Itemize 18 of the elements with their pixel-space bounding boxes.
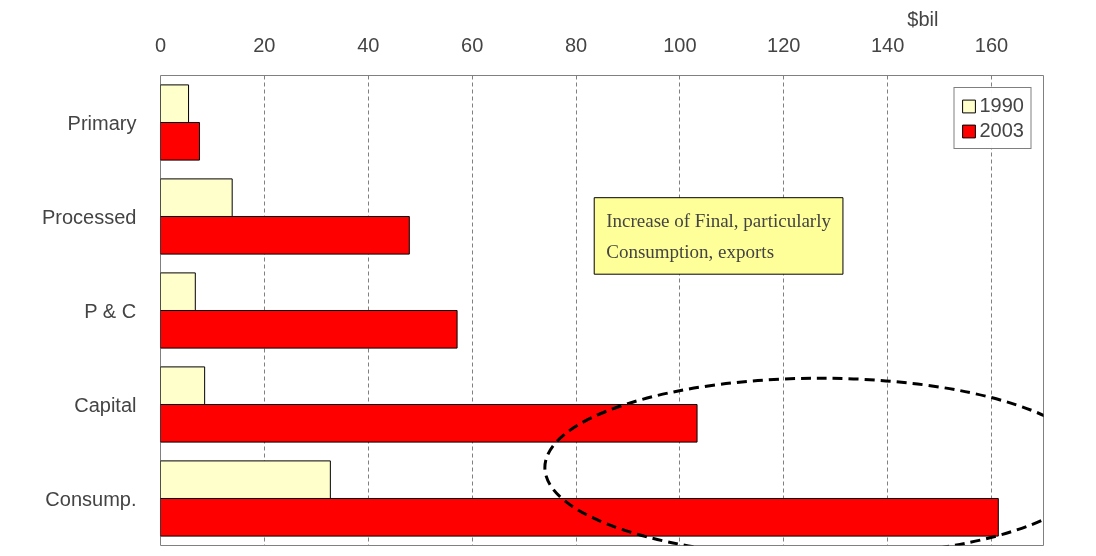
x-tick-label: 60 — [461, 33, 484, 56]
y-tick-label: Capital — [74, 393, 137, 416]
x-tick-label: 120 — [767, 33, 801, 56]
x-tick-label: 0 — [154, 33, 167, 56]
x-tick-label: 100 — [663, 33, 697, 56]
y-tick-label: Consump. — [45, 487, 137, 510]
y-tick-label: P & C — [84, 299, 137, 322]
x-tick-label: 20 — [253, 33, 276, 56]
y-tick-label: Processed — [42, 205, 137, 228]
legend-label: 2003 — [979, 119, 1024, 142]
x-axis-title: $bil — [907, 7, 939, 30]
y-tick-label: Primary — [67, 111, 137, 134]
x-tick-label: 40 — [357, 33, 380, 56]
x-tick-label: 80 — [564, 33, 588, 56]
x-tick-label: 140 — [870, 33, 905, 56]
x-tick-label: 160 — [974, 33, 1009, 56]
legend-label: 1990 — [979, 94, 1024, 117]
annotation: Increase of Final, particularly Consumption, exports — [606, 209, 832, 263]
